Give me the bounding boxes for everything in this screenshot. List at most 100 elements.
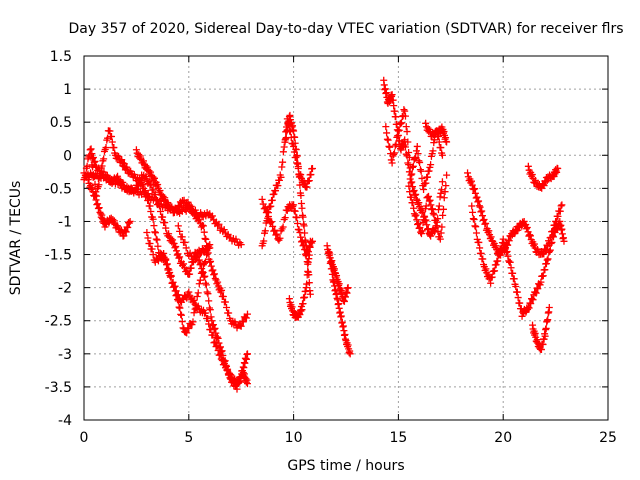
data-point: [492, 242, 500, 250]
data-point: [481, 220, 489, 228]
data-point: [162, 255, 170, 263]
data-point: [152, 229, 160, 237]
data-point: [547, 240, 555, 248]
data-point: [393, 133, 401, 141]
data-point: [149, 186, 157, 194]
data-point: [443, 138, 451, 146]
data-point: [416, 166, 424, 174]
data-point: [224, 365, 232, 373]
data-point: [505, 237, 513, 245]
series-arc-20: [524, 162, 562, 192]
data-point: [548, 238, 556, 246]
data-point: [239, 367, 247, 375]
y-tick-label: -3: [58, 347, 72, 363]
data-point: [405, 149, 413, 157]
data-point: [177, 310, 185, 318]
data-point: [206, 258, 214, 266]
data-point: [292, 146, 300, 154]
data-point: [146, 202, 154, 210]
data-point: [498, 239, 506, 247]
data-point: [172, 247, 180, 255]
data-point: [294, 163, 302, 171]
data-point: [232, 235, 240, 243]
data-point: [291, 133, 299, 141]
data-point: [202, 235, 210, 243]
data-point: [530, 240, 538, 248]
data-point: [384, 136, 392, 144]
data-point: [225, 369, 233, 377]
data-point: [300, 222, 308, 230]
y-tick-label: -2.5: [45, 314, 72, 330]
data-point: [185, 324, 193, 332]
x-tick-label: 15: [389, 430, 407, 446]
data-point: [277, 173, 285, 181]
data-point: [470, 216, 478, 224]
axis-ticks: 0 5 10 15 20 25 -4 -3.5 -3 -2.5 -2 -1.5 -1 -0.5 0 0.5 1 1…: [45, 49, 617, 446]
data-point: [110, 144, 118, 152]
data-point: [512, 283, 520, 291]
data-point: [405, 153, 413, 161]
data-point: [201, 272, 209, 280]
data-point: [526, 231, 534, 239]
data-point: [172, 287, 180, 295]
x-tick-label: 20: [494, 430, 512, 446]
data-point: [386, 143, 394, 151]
data-point: [88, 184, 96, 192]
data-point: [546, 246, 554, 254]
data-point: [108, 138, 116, 146]
data-point: [411, 191, 419, 199]
data-point: [190, 309, 198, 317]
y-tick-label: -4: [58, 413, 72, 429]
data-point: [180, 260, 188, 268]
data-point: [438, 151, 446, 159]
data-point: [491, 267, 499, 275]
data-point: [212, 329, 220, 337]
data-point: [430, 211, 438, 219]
data-point: [480, 216, 488, 224]
data-point: [152, 196, 160, 204]
data-point: [163, 260, 171, 268]
data-point: [264, 212, 272, 220]
data-point: [90, 173, 98, 181]
data-point: [217, 343, 225, 351]
y-tick-label: -3.5: [45, 380, 72, 396]
data-point: [188, 206, 196, 214]
data-point: [467, 177, 475, 185]
data-point: [144, 197, 152, 204]
data-point: [173, 292, 181, 300]
data-point: [299, 213, 307, 221]
data-point: [297, 192, 305, 200]
data-point: [261, 227, 269, 235]
data-point: [211, 338, 219, 346]
data-point: [274, 182, 282, 190]
data-point: [301, 229, 309, 237]
data-point: [437, 144, 445, 152]
data-point: [280, 143, 288, 151]
data-point: [207, 262, 215, 270]
data-point: [147, 168, 155, 176]
data-point: [296, 181, 304, 189]
data-point: [195, 256, 203, 264]
series-arc-16: [405, 171, 451, 243]
data-point: [268, 196, 276, 204]
series-arc-10: [281, 111, 314, 298]
data-point: [143, 228, 151, 236]
data-point: [425, 197, 433, 205]
data-point: [183, 329, 191, 337]
data-point: [404, 138, 412, 146]
data-point: [187, 202, 195, 210]
data-point: [225, 309, 233, 317]
data-point: [270, 190, 278, 198]
data-point: [425, 167, 433, 175]
plot-frame: [83, 55, 609, 421]
data-point: [551, 228, 559, 236]
data-point: [204, 249, 212, 257]
data-point: [97, 171, 105, 179]
data-point: [204, 315, 212, 323]
data-point: [306, 237, 314, 245]
data-point: [222, 361, 230, 369]
data-point: [437, 229, 445, 237]
data-point: [144, 234, 152, 242]
data-point: [207, 313, 215, 321]
data-point: [560, 237, 568, 245]
